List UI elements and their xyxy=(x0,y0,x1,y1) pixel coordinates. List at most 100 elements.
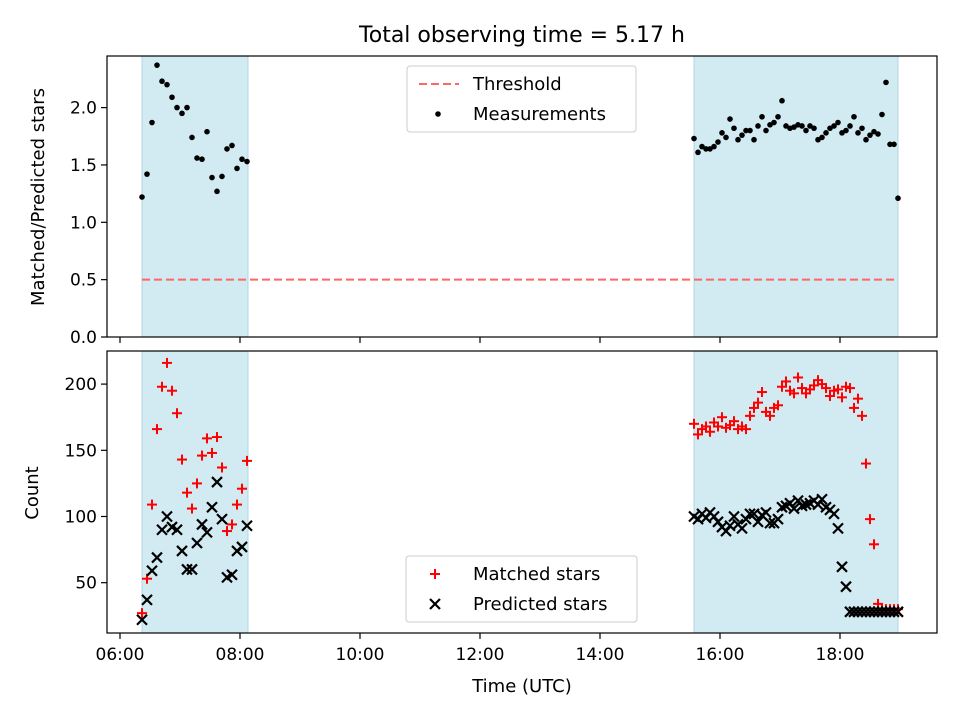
axes-frame xyxy=(106,55,938,338)
y-tick-label: 150 xyxy=(65,441,97,461)
measurement-point xyxy=(851,113,857,120)
cross-b xyxy=(788,502,800,515)
matched-star-point xyxy=(853,393,863,404)
cross-b xyxy=(186,563,198,576)
measurement-point xyxy=(189,134,195,141)
measurement-point xyxy=(691,135,697,142)
matched-star-point xyxy=(865,514,875,525)
measurement-point xyxy=(831,123,837,129)
legend-measurement-label: Measurements xyxy=(473,104,606,125)
matched-star-point xyxy=(232,499,242,510)
matched-star-point xyxy=(753,397,763,408)
cross-b xyxy=(836,561,848,573)
measurement-point xyxy=(164,81,170,88)
matched-star-point xyxy=(207,447,217,458)
matched-star-point xyxy=(212,432,222,443)
matched-star-point xyxy=(729,416,739,427)
cross-b xyxy=(216,513,228,525)
measurement-point xyxy=(234,165,240,172)
cross-b xyxy=(196,518,208,531)
predicted-star-point xyxy=(211,476,223,488)
cross-b xyxy=(760,506,772,519)
measurement-point xyxy=(224,146,230,152)
matched-star-point xyxy=(701,421,711,432)
measurement-point xyxy=(823,130,829,136)
measurement-point xyxy=(799,123,805,129)
cross-b xyxy=(772,513,784,525)
matched-star-point xyxy=(713,421,723,432)
matched-star-point xyxy=(849,402,859,413)
measurement-point xyxy=(204,128,210,135)
measurement-point xyxy=(239,156,245,163)
matched-star-point xyxy=(157,381,167,392)
matched-star-point xyxy=(765,410,775,421)
predicted-star-point xyxy=(176,545,188,557)
matched-star-point xyxy=(172,408,182,419)
predicted-star-point xyxy=(181,563,193,576)
x-tick-label: 18:00 xyxy=(816,645,865,665)
predicted-star-point xyxy=(191,537,203,549)
matched-star-point xyxy=(793,372,803,383)
measurement-point xyxy=(739,132,745,138)
matched-star-point xyxy=(781,376,791,387)
measurement-point xyxy=(149,119,155,126)
measurement-point xyxy=(803,127,809,134)
matched-star-point xyxy=(749,402,759,413)
cross-b xyxy=(236,541,248,553)
cross-b xyxy=(241,519,253,532)
predicted-star-point xyxy=(788,502,800,515)
observing-window xyxy=(141,55,249,338)
predicted-star-point xyxy=(892,606,904,618)
cross-b xyxy=(736,522,748,535)
x-tick-label: 14:00 xyxy=(576,645,625,665)
measurement-point xyxy=(891,141,897,148)
chart-title: Total observing time = 5.17 h xyxy=(358,23,685,48)
measurement-point xyxy=(703,146,709,152)
predicted-star-point xyxy=(171,523,183,536)
matched-star-point xyxy=(182,487,192,498)
y-tick-label: 200 xyxy=(65,375,97,395)
predicted-star-point xyxy=(836,561,848,573)
cross-b xyxy=(888,606,900,618)
y-tick-label: 100 xyxy=(65,507,97,527)
matched-star-point xyxy=(202,433,212,444)
x-tick-label: 10:00 xyxy=(336,645,385,665)
cross-b xyxy=(764,517,776,529)
cross-b xyxy=(181,563,193,576)
legend-box xyxy=(406,65,637,133)
measurement-point xyxy=(887,141,893,148)
cross-b xyxy=(816,493,828,506)
matched-star-point xyxy=(187,503,197,514)
measurement-point xyxy=(214,188,220,195)
cross-b xyxy=(226,568,238,581)
legend-measurement-swatch xyxy=(435,111,441,117)
matched-star-point xyxy=(167,385,177,396)
measurement-point xyxy=(811,125,817,132)
cross-b xyxy=(166,521,178,533)
predicted-star-point xyxy=(216,513,228,525)
matched-star-point xyxy=(789,388,799,399)
cross-b xyxy=(211,476,223,488)
cross-b xyxy=(728,510,740,523)
x-tick-label: 12:00 xyxy=(456,645,505,665)
matched-star-point xyxy=(242,455,252,466)
measurement-point xyxy=(883,79,889,86)
x-axis-label: Time (UTC) xyxy=(471,676,572,697)
measurement-point xyxy=(751,136,757,143)
legend-predicted-swatch-b xyxy=(429,598,441,610)
measurement-point xyxy=(895,195,901,202)
predicted-star-point xyxy=(828,508,840,520)
measurement-point xyxy=(775,113,781,120)
observing-window xyxy=(141,350,249,634)
measurement-point xyxy=(723,134,729,141)
measurement-point xyxy=(747,127,753,134)
predicted-star-point xyxy=(236,541,248,553)
predicted-star-point xyxy=(141,594,153,606)
cross-b xyxy=(141,594,153,606)
predicted-star-point xyxy=(241,519,253,532)
measurement-point xyxy=(194,155,200,161)
measurement-point xyxy=(715,139,721,145)
measurement-point xyxy=(863,136,869,143)
cross-b xyxy=(176,545,188,557)
